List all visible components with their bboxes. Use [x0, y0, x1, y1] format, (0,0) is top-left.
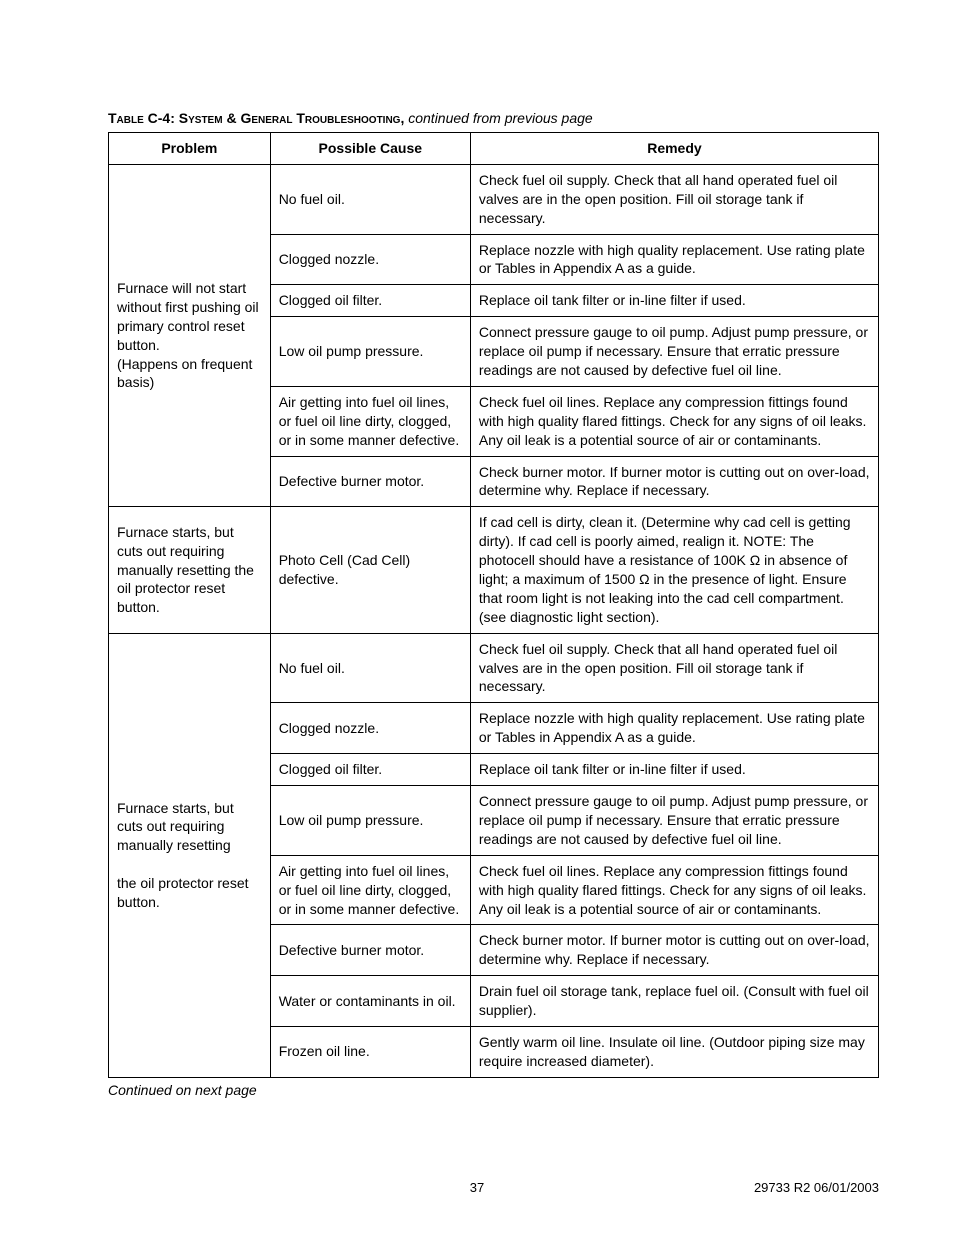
cell-problem: Furnace starts, but cuts out requiring m… — [109, 507, 271, 633]
header-remedy: Remedy — [470, 133, 878, 165]
cell-cause: Photo Cell (Cad Cell) defective. — [270, 507, 470, 633]
table-row: Furnace starts, but cuts out requiring m… — [109, 507, 879, 633]
table-row: Furnace starts, but cuts out requiring m… — [109, 633, 879, 703]
cell-remedy: Replace nozzle with high quality replace… — [470, 234, 878, 285]
table-header-row: Problem Possible Cause Remedy — [109, 133, 879, 165]
cell-cause: Low oil pump pressure. — [270, 786, 470, 856]
cell-remedy: Check burner motor. If burner motor is c… — [470, 456, 878, 507]
cell-remedy: Check fuel oil supply. Check that all ha… — [470, 164, 878, 234]
cell-remedy: Check fuel oil lines. Replace any compre… — [470, 386, 878, 456]
table-title-strong: Table C-4: System & General Troubleshoot… — [108, 110, 404, 126]
cell-remedy: If cad cell is dirty, clean it. (Determi… — [470, 507, 878, 633]
cell-remedy: Replace oil tank filter or in-line filte… — [470, 285, 878, 317]
cell-remedy: Gently warm oil line. Insulate oil line.… — [470, 1026, 878, 1077]
cell-remedy: Drain fuel oil storage tank, replace fue… — [470, 976, 878, 1027]
table-body: Furnace will not start without first pus… — [109, 164, 879, 1077]
cell-cause: Air getting into fuel oil lines, or fuel… — [270, 386, 470, 456]
cell-remedy: Connect pressure gauge to oil pump. Adju… — [470, 317, 878, 387]
table-title: Table C-4: System & General Troubleshoot… — [108, 110, 879, 126]
page-footer: 37 29733 R2 06/01/2003 — [0, 1180, 954, 1195]
header-cause: Possible Cause — [270, 133, 470, 165]
cell-remedy: Check burner motor. If burner motor is c… — [470, 925, 878, 976]
cell-cause: Frozen oil line. — [270, 1026, 470, 1077]
table-title-continued: continued from previous page — [404, 110, 592, 126]
cell-problem: Furnace starts, but cuts out requiring m… — [109, 633, 271, 1077]
cell-cause: Clogged nozzle. — [270, 703, 470, 754]
cell-cause: Water or contaminants in oil. — [270, 976, 470, 1027]
cell-cause: Low oil pump pressure. — [270, 317, 470, 387]
header-problem: Problem — [109, 133, 271, 165]
cell-remedy: Replace oil tank filter or in-line filte… — [470, 754, 878, 786]
cell-remedy: Check fuel oil lines. Replace any compre… — [470, 855, 878, 925]
cell-cause: Defective burner motor. — [270, 456, 470, 507]
cell-cause: Clogged oil filter. — [270, 285, 470, 317]
cell-problem: Furnace will not start without first pus… — [109, 164, 271, 506]
cell-cause: Air getting into fuel oil lines, or fuel… — [270, 855, 470, 925]
continued-note: Continued on next page — [108, 1082, 879, 1098]
document-id: 29733 R2 06/01/2003 — [754, 1180, 879, 1195]
cell-cause: Clogged oil filter. — [270, 754, 470, 786]
cell-cause: Defective burner motor. — [270, 925, 470, 976]
cell-cause: Clogged nozzle. — [270, 234, 470, 285]
table-row: Furnace will not start without first pus… — [109, 164, 879, 234]
cell-remedy: Replace nozzle with high quality replace… — [470, 703, 878, 754]
troubleshooting-table: Problem Possible Cause Remedy Furnace wi… — [108, 132, 879, 1078]
cell-cause: No fuel oil. — [270, 633, 470, 703]
cell-remedy: Connect pressure gauge to oil pump. Adju… — [470, 786, 878, 856]
page: Table C-4: System & General Troubleshoot… — [0, 0, 954, 1235]
cell-remedy: Check fuel oil supply. Check that all ha… — [470, 633, 878, 703]
cell-cause: No fuel oil. — [270, 164, 470, 234]
